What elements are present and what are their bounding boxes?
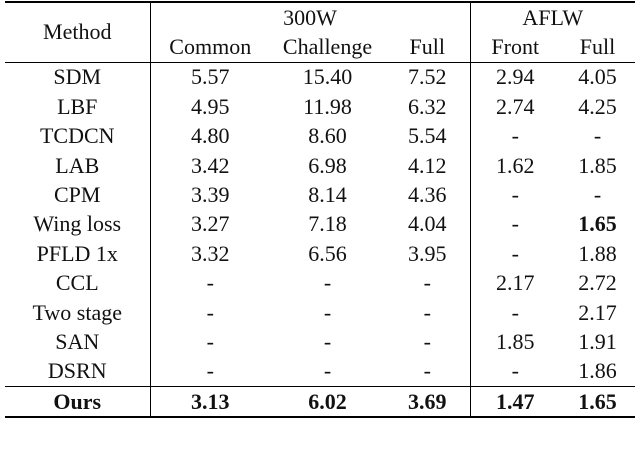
column-header: Full: [385, 32, 471, 63]
value-cell: -: [206, 358, 214, 384]
value-cell: 1.85: [496, 328, 535, 354]
method-cell: Ours: [5, 386, 151, 419]
method-cell: Wing loss: [5, 209, 151, 240]
value-cell: 2.72: [578, 270, 617, 296]
table-row: CCL - - -2.17 2.72: [5, 268, 635, 298]
value-cell: 5.57: [150, 61, 270, 93]
value-cell: -: [323, 328, 332, 354]
value-cell: 1.85: [578, 152, 617, 178]
value-cell: 8.60: [308, 123, 347, 149]
header-group: AFLW: [522, 4, 584, 30]
method-cell: DSRN: [5, 356, 151, 387]
value-cell: 3.42: [191, 152, 230, 178]
method-cell: CPM: [5, 180, 151, 210]
value-cell: -: [511, 123, 519, 149]
value-cell: 4.36: [385, 180, 471, 210]
value-cell: 4.05: [560, 61, 636, 93]
value-cell: 2.17: [496, 270, 535, 296]
value-cell: 7.52: [385, 61, 471, 93]
method-cell: CCL: [5, 268, 151, 298]
value-cell: -: [206, 299, 214, 325]
table-row: LAB 3.42 6.98 4.12 1.62 1.85: [5, 150, 635, 181]
method-cell: PFLD 1x: [5, 239, 151, 269]
table-row: Wing loss 3.27 7.18 4.04 - 1.65: [5, 209, 635, 240]
value-cell: -: [323, 270, 332, 296]
value-cell: 6.98: [308, 152, 347, 178]
value-cell: 4.12: [385, 150, 471, 181]
table-row: DSRN - - - - 1.86: [5, 356, 635, 387]
value-cell: -: [385, 297, 471, 328]
value-cell: 3.32: [191, 240, 230, 266]
column-header: Challenge: [282, 34, 373, 60]
table-row: Two stage - - - - 2.17: [5, 297, 635, 328]
table-row: SAN - - -1.85 1.91: [5, 327, 635, 357]
value-cell: 4.80: [191, 123, 230, 149]
value-cell: 11.98: [303, 93, 352, 119]
value-cell: 1.91: [578, 328, 617, 354]
value-cell: 1.65: [560, 386, 636, 419]
column-header: Front: [491, 34, 540, 60]
value-cell: 4.04: [385, 209, 471, 240]
value-cell: 1.86: [578, 358, 617, 384]
value-cell: 3.39: [191, 182, 230, 208]
value-cell: -: [323, 358, 332, 384]
table-row: PFLD 1x 3.32 6.56 3.95 - 1.88: [5, 239, 635, 269]
value-cell: 6.02: [270, 386, 385, 419]
value-cell: 15.40: [270, 61, 385, 93]
value-cell: -: [511, 211, 519, 237]
value-cell: -: [206, 328, 214, 354]
value-cell: -: [511, 299, 519, 325]
value-cell: 3.95: [385, 239, 471, 269]
value-cell: 3.13: [150, 386, 270, 419]
value-cell: 2.94: [470, 61, 561, 93]
value-cell: -: [323, 299, 332, 325]
method-cell: LBF: [5, 92, 151, 122]
value-cell: 8.14: [308, 182, 347, 208]
value-cell: -: [385, 327, 471, 357]
value-cell: -: [593, 123, 602, 149]
value-cell: 1.88: [578, 240, 617, 266]
value-cell: 1.65: [578, 211, 617, 237]
table-row: SDM 5.57 15.40 7.52 2.94 4.05: [5, 61, 636, 93]
value-cell: 2.17: [578, 299, 617, 325]
value-cell: -: [511, 182, 519, 208]
value-cell: 6.56: [308, 240, 347, 266]
value-cell: 3.69: [385, 386, 471, 419]
value-cell: -: [593, 182, 602, 208]
value-cell: -: [511, 358, 519, 384]
value-cell: -: [206, 270, 214, 296]
results-table: Method 300W AFLW Common Challenge Full Fron…: [5, 1, 636, 419]
value-cell: 2.74: [496, 93, 535, 119]
table-row: TCDCN 4.80 8.60 5.54 - -: [5, 121, 635, 151]
method-cell: SDM: [5, 61, 151, 93]
method-cell: Two stage: [5, 297, 151, 328]
value-cell: 4.95: [191, 93, 230, 119]
header-group: 300W: [150, 2, 471, 33]
header-cell: Method: [5, 2, 151, 63]
method-cell: SAN: [5, 327, 151, 357]
value-cell: -: [511, 240, 519, 266]
table-row: CPM 3.39 8.14 4.36 - -: [5, 180, 635, 210]
value-cell: 1.62: [496, 152, 535, 178]
column-header: Full: [579, 34, 616, 60]
value-cell: -: [385, 356, 471, 387]
method-cell: LAB: [5, 150, 151, 181]
value-cell: 4.25: [578, 93, 617, 119]
table-row: LBF 4.95 11.98 6.32 2.74 4.25: [5, 92, 635, 122]
column-header: Common: [169, 34, 252, 60]
value-cell: -: [385, 268, 471, 298]
value-cell: 5.54: [385, 121, 471, 151]
value-cell: 7.18: [308, 211, 347, 237]
method-cell: TCDCN: [5, 121, 151, 151]
value-cell: 1.47: [470, 386, 561, 419]
value-cell: 6.32: [385, 92, 471, 122]
table-row: Ours 3.13 6.02 3.69 1.47 1.65: [5, 386, 636, 419]
value-cell: 3.27: [191, 211, 230, 237]
